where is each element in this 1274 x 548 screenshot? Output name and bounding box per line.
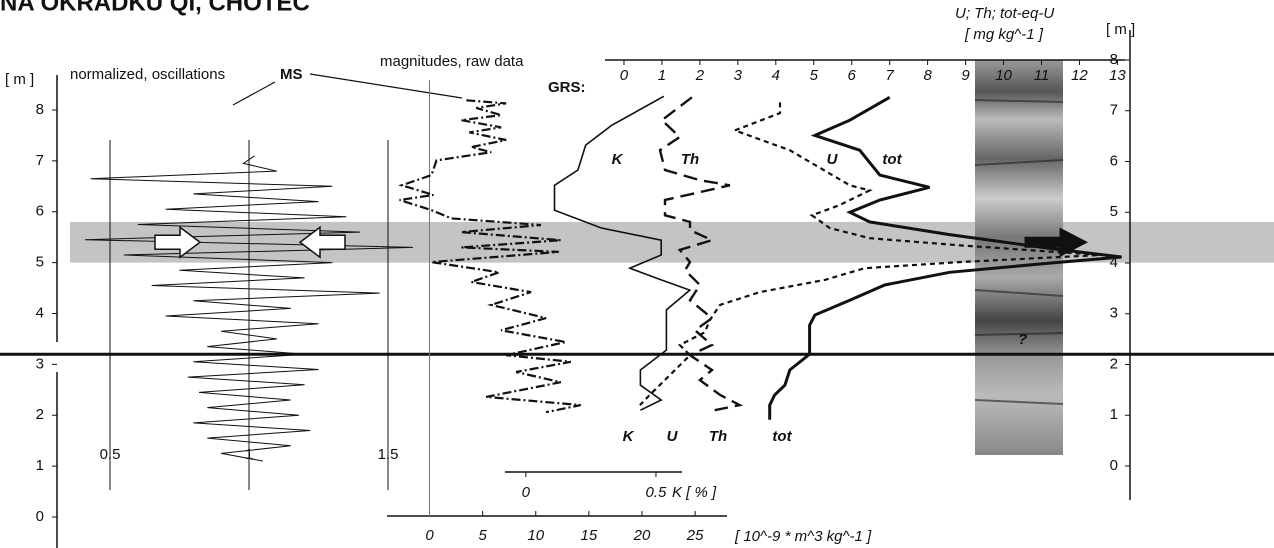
series-label: Th: [709, 428, 727, 445]
x-tick-label: 3: [734, 67, 743, 84]
norm-tick-label: 1: [245, 446, 253, 463]
y-axis-label: [ m ]: [5, 71, 34, 88]
ms-axis-label: [ 10^-9 * m^3 kg^-1 ]: [734, 528, 872, 545]
ms-tick-label: 25: [686, 527, 704, 544]
panel-label: normalized, oscillations: [70, 66, 225, 83]
series-line: [768, 95, 1122, 420]
axis-lines: [56, 30, 1131, 548]
y-tick-label: 2: [36, 406, 44, 423]
series-label: tot: [882, 151, 902, 168]
series-label: K: [612, 151, 624, 168]
y2-tick-label: 0: [1110, 457, 1118, 474]
x-axis-label: U; Th; tot-eq-U: [955, 5, 1054, 22]
y2-tick-label: 1: [1110, 406, 1118, 423]
series-line: [639, 102, 1100, 406]
series-label: Th: [681, 151, 699, 168]
core-streaks: [974, 99, 1064, 405]
x-tick-label: 1: [658, 67, 666, 84]
x-tick-label: 10: [995, 67, 1012, 84]
y2-axis-label: [ m ]: [1106, 21, 1135, 38]
y-tick-label: 0: [36, 508, 44, 525]
y2-tick-label: 5: [1110, 203, 1118, 220]
norm-tick-label: 0.5: [100, 446, 121, 463]
ms-tick-label: 0: [425, 527, 434, 544]
y2-tick-label: 4: [1110, 254, 1118, 271]
series-label: U: [667, 428, 679, 445]
series-line: [398, 99, 581, 414]
x-tick-label: 4: [772, 67, 780, 84]
y2-tick-label: 2: [1110, 355, 1118, 372]
ms-tick-label: 5: [478, 527, 487, 544]
y-tick-label: 4: [36, 304, 44, 321]
x-tick-label: 5: [810, 67, 819, 84]
k-axis-label: K [ % ]: [672, 484, 717, 501]
arrow: [298, 225, 346, 259]
series-label: U: [827, 151, 839, 168]
arrow: [1024, 227, 1089, 258]
y-tick-label: 5: [36, 254, 44, 271]
ms-tick-label: 20: [633, 527, 651, 544]
x-axis-label: [ mg kg^-1 ]: [964, 26, 1044, 43]
series-line: [84, 155, 414, 462]
x-tick-label: 12: [1071, 67, 1088, 84]
k-tick-label: 0: [522, 484, 531, 501]
series-label: K: [623, 428, 635, 445]
x-tick-label: 8: [923, 67, 932, 84]
x-tick-label: 6: [848, 67, 857, 84]
annotation: ?: [1018, 331, 1027, 348]
y-tick-label: 7: [36, 152, 44, 169]
series-line: [553, 95, 692, 411]
y2-tick-label: 3: [1110, 305, 1118, 322]
y2-tick-label: 8: [1110, 51, 1118, 68]
x-tick-label: 9: [961, 67, 970, 84]
panel-label: magnitudes, raw data: [380, 53, 524, 70]
series-line: [658, 96, 744, 412]
y2-tick-label: 6: [1110, 152, 1118, 169]
ms-tick-label: 15: [581, 527, 598, 544]
x-tick-label: 13: [1109, 67, 1126, 84]
y-tick-label: 3: [36, 355, 44, 372]
pointer-lines: [232, 73, 463, 106]
series-label: tot: [772, 428, 792, 445]
x-tick-label: 11: [1034, 67, 1050, 84]
y-tick-label: 8: [36, 101, 44, 118]
arrow: [154, 225, 202, 259]
y2-tick-label: 7: [1110, 102, 1118, 119]
norm-tick-label: 1.5: [378, 446, 399, 463]
ms-tick-label: 10: [527, 527, 544, 544]
k-tick-label: 0.5: [646, 484, 668, 501]
chart-title: NA OKRADKU QI, CHOTEC: [0, 0, 310, 16]
ms-label: MS: [280, 66, 303, 83]
x-tick-label: 2: [695, 67, 705, 84]
x-tick-label: 7: [885, 67, 894, 84]
y-tick-label: 1: [36, 457, 44, 474]
grs-label: GRS:: [548, 79, 586, 96]
x-tick-label: 0: [620, 67, 629, 84]
y-tick-label: 6: [36, 203, 44, 220]
